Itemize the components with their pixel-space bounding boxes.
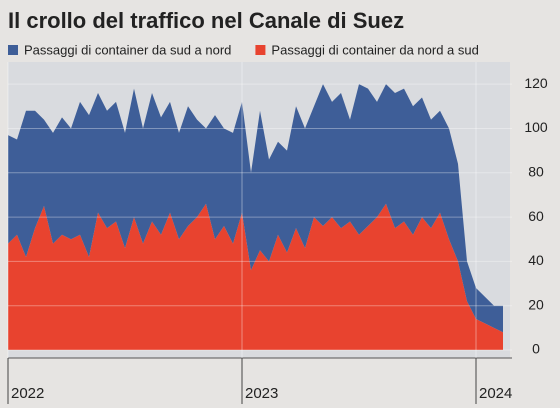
y-tick-label: 20 xyxy=(528,296,544,312)
y-tick-label: 120 xyxy=(524,75,548,91)
legend-label: Passaggi di container da nord a sud xyxy=(271,42,478,57)
x-tick-label: 2022 xyxy=(11,385,44,402)
area xyxy=(8,84,503,333)
y-tick-label: 60 xyxy=(528,208,544,224)
legend-label: Passaggi di container da sud a nord xyxy=(24,42,231,57)
chart-title: Il crollo del traffico nel Canale di Sue… xyxy=(8,8,404,33)
x-tick-label: 2024 xyxy=(479,385,512,402)
y-tick-label: 100 xyxy=(524,119,548,135)
y-tick-label: 40 xyxy=(528,252,544,268)
legend-marker xyxy=(8,45,18,55)
legend-marker xyxy=(255,45,266,55)
x-tick-label: 2023 xyxy=(245,385,278,402)
y-tick-label: 80 xyxy=(528,163,544,179)
area xyxy=(8,203,503,350)
y-tick-label: 0 xyxy=(532,341,540,357)
